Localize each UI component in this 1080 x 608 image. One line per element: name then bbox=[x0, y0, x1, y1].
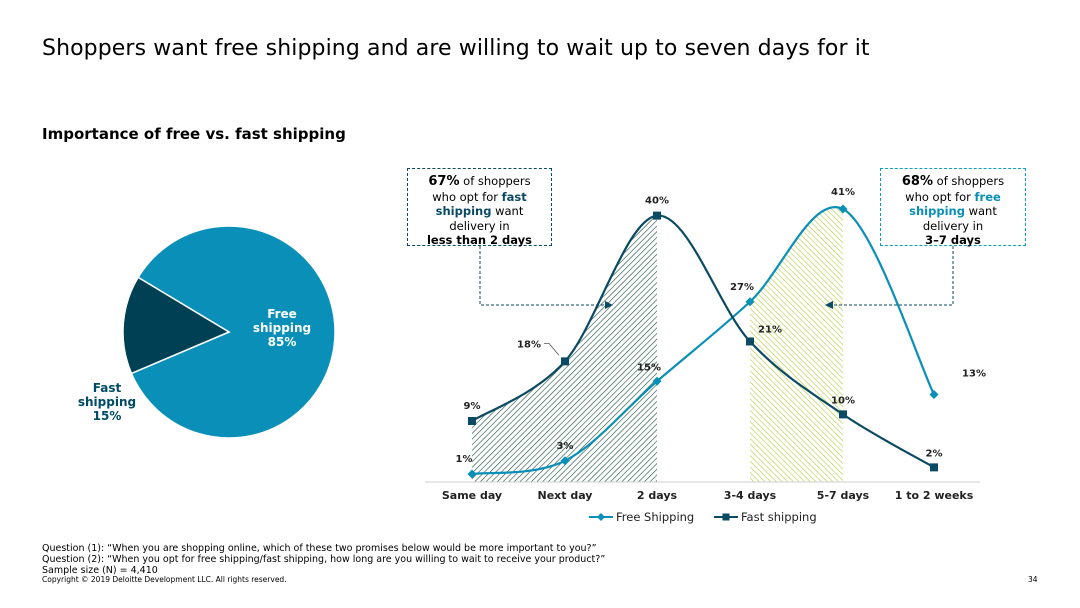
fast-shipping-data-label: 40% bbox=[645, 196, 669, 207]
free-shipping-data-label: 13% bbox=[962, 369, 986, 380]
callout-fast-shipping: 67% of shoppers who opt for fast shippin… bbox=[407, 168, 552, 247]
fast-shipping-point bbox=[746, 337, 754, 346]
fast-shipping-point bbox=[930, 463, 938, 472]
free-shipping-point bbox=[929, 390, 939, 399]
fast-shipping-point bbox=[839, 410, 847, 419]
free-shipping-point bbox=[838, 204, 848, 214]
chart-legend: Free Shipping Fast shipping bbox=[589, 510, 817, 524]
free-shipping-legend-marker bbox=[597, 513, 605, 521]
label-leader-line bbox=[544, 342, 560, 356]
free-shipping-legend-label: Free Shipping bbox=[616, 510, 694, 524]
fast-shipping-data-label: 10% bbox=[831, 395, 855, 406]
x-tick-label: 1 to 2 weeks bbox=[895, 489, 974, 502]
free-shipping-data-label: 27% bbox=[730, 282, 754, 293]
callout-arrows bbox=[479, 246, 954, 309]
free-shipping-data-label: 41% bbox=[831, 187, 855, 198]
line-chart: 1% 3% 15% 27% 41% 13% 9% 18% 40% 21% 10% 2% bbox=[456, 187, 986, 479]
fast-shipping-point bbox=[653, 211, 661, 220]
copyright: Copyright © 2019 Deloitte Development LL… bbox=[42, 575, 287, 584]
fast-shipping-data-label: 18% bbox=[517, 339, 541, 350]
free-shipping-point bbox=[467, 469, 477, 479]
pie-label-fast: Fast shipping 15% bbox=[77, 381, 137, 423]
fast-shipping-shaded-area bbox=[472, 215, 657, 482]
pie-slice-free bbox=[130, 225, 336, 439]
free-shipping-data-label: 1% bbox=[456, 454, 473, 465]
free-shipping-point bbox=[745, 297, 755, 307]
free-shipping-data-label: 15% bbox=[637, 362, 661, 373]
free-shipping-point bbox=[652, 376, 662, 386]
x-tick-label: 2 days bbox=[637, 489, 678, 502]
fast-shipping-data-label: 2% bbox=[926, 448, 943, 459]
x-tick-label: 5-7 days bbox=[817, 489, 870, 502]
shaded-regions bbox=[472, 207, 843, 482]
fast-shipping-legend-marker bbox=[722, 513, 730, 521]
footnotes: Question (1): “When you are shopping onl… bbox=[42, 543, 606, 576]
x-tick-label: Same day bbox=[442, 489, 502, 502]
free-shipping-point bbox=[560, 456, 570, 466]
chart-subtitle: Importance of free vs. fast shipping bbox=[42, 125, 346, 143]
page-title: Shoppers want free shipping and are will… bbox=[42, 36, 870, 61]
x-tick-label: 3-4 days bbox=[724, 489, 777, 502]
x-axis: Same day Next day 2 days 3-4 days 5-7 days 1 … bbox=[425, 481, 980, 502]
page-number: 34 bbox=[1028, 575, 1038, 584]
free-callout-arrow bbox=[825, 246, 954, 309]
pie-slice-fast bbox=[122, 276, 231, 375]
fast-shipping-legend-label: Fast shipping bbox=[741, 510, 817, 524]
fast-shipping-point bbox=[468, 417, 476, 425]
x-tick-label: Next day bbox=[538, 489, 593, 502]
fast-shipping-point bbox=[561, 357, 569, 366]
pie-label-free: Free shipping 85% bbox=[252, 307, 312, 349]
free-shipping-data-label: 3% bbox=[557, 441, 574, 452]
fast-shipping-data-label: 9% bbox=[464, 401, 481, 412]
callout-free-shipping: 68% of shoppers who opt for free shippin… bbox=[880, 168, 1026, 247]
fast-shipping-data-label: 21% bbox=[758, 325, 782, 336]
pie-chart bbox=[122, 225, 336, 439]
free-shipping-shaded-area bbox=[750, 207, 843, 482]
fast-callout-arrow bbox=[479, 246, 613, 309]
